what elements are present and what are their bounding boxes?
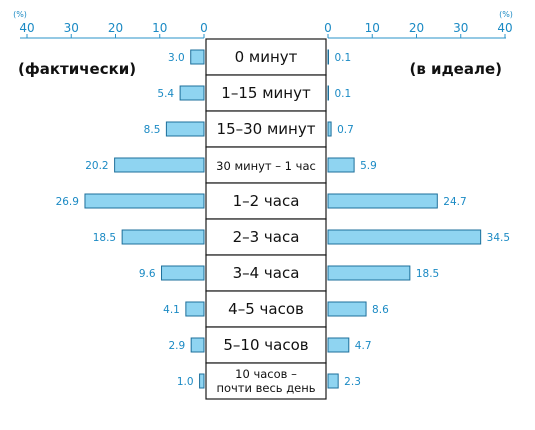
category-box [205,74,327,112]
bar-actual [179,85,205,101]
left-series-label: (фактически) [18,60,136,78]
bar-ideal [327,265,411,281]
bar-actual [114,157,205,173]
bar-actual [84,193,205,209]
category-box [205,146,327,184]
value-label-ideal: 2.3 [344,376,361,388]
right-tick-label: 10 [365,21,380,35]
bar-ideal [327,229,482,245]
bar-ideal [327,49,329,65]
value-label-ideal: 8.6 [372,304,389,316]
right-tick-label: 40 [497,21,512,35]
left-unit-label: (%) [13,10,27,19]
bar-ideal [327,85,329,101]
right-unit-label: (%) [499,10,513,19]
category-label: 1–2 часа [233,192,300,210]
right-series-label: (в идеале) [409,60,502,78]
bar-actual [190,49,205,65]
bar-actual [190,337,205,353]
value-label-actual: 9.6 [139,268,156,280]
value-label-actual: 1.0 [177,376,194,388]
bar-ideal [327,373,339,389]
value-label-actual: 5.4 [157,88,174,100]
category-column: 0 минут 1–15 минут 15–30 минут 30 минут – 1… [205,38,327,400]
value-label-actual: 18.5 [93,232,116,244]
bar-actual [161,265,205,281]
left-tick-label: 30 [64,21,79,35]
category-label: 2–3 часа [233,228,300,246]
bar-ideal [327,121,332,137]
bar-ideal [327,193,438,209]
axis-layer: 40 30 20 10 0 0 10 20 30 40 (%) (%) [13,10,513,39]
category-label: 4–5 часов [228,300,304,318]
bar-ideal [327,157,355,173]
bar-actual [165,121,205,137]
category-label: 15–30 минут [217,120,316,138]
category-box [205,182,327,220]
value-label-ideal: 18.5 [416,268,439,280]
category-label: 10 часов – почти весь день [216,367,315,395]
left-tick-label: 10 [152,21,167,35]
value-label-ideal: 34.5 [487,232,510,244]
category-box [205,218,327,256]
bar-ideal [327,337,350,353]
value-label-ideal: 0.1 [334,88,351,100]
category-label: 30 минут – 1 час [216,159,316,173]
right-tick-label: 0 [324,21,332,35]
left-tick-label: 20 [108,21,123,35]
category-label: 0 минут [235,48,298,66]
category-box [205,110,327,148]
category-label: 3–4 часа [233,264,300,282]
value-label-ideal: 24.7 [443,196,466,208]
category-box [205,254,327,292]
value-label-actual: 8.5 [144,124,161,136]
category-box [205,290,327,328]
value-label-ideal: 4.7 [355,340,372,352]
right-tick-label: 30 [453,21,468,35]
value-label-actual: 20.2 [85,160,108,172]
right-tick-label: 20 [409,21,424,35]
bars-layer: 3.0 0.1 5.4 0.1 8.5 0.7 20.2 5.9 26.9 24.7 18.5 34.… [56,49,510,389]
value-label-ideal: 0.7 [337,124,354,136]
value-label-ideal: 0.1 [334,52,351,64]
value-label-actual: 26.9 [56,196,79,208]
value-label-ideal: 5.9 [360,160,377,172]
left-tick-label: 40 [19,21,34,35]
category-label: 5–10 часов [223,336,308,354]
category-box [205,362,327,400]
bar-actual [185,301,205,317]
bar-actual [199,373,205,389]
value-label-actual: 3.0 [168,52,185,64]
category-label: 1–15 минут [221,84,311,102]
left-tick-label: 0 [200,21,208,35]
value-label-actual: 2.9 [168,340,185,352]
value-label-actual: 4.1 [163,304,180,316]
bar-ideal [327,301,367,317]
bar-actual [121,229,205,245]
